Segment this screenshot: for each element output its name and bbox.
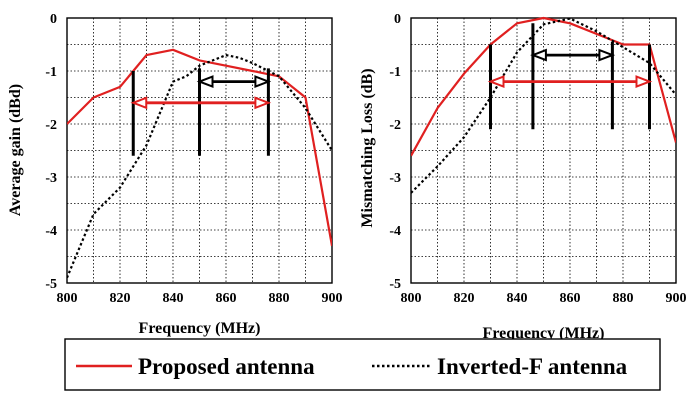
y-tick-label: -5 [45,277,57,292]
y-tick-label: -2 [45,118,57,133]
legend-label-proposed: Proposed antenna [138,354,315,379]
plot-frame [66,17,333,284]
y-tick-label: -4 [389,224,401,239]
y-tick-label: -2 [389,118,401,133]
mismatch-chart: 800 820 840 860 880 900 0 -1 -2 -3 -4 -5 Frequency (… [359,12,687,342]
arrow-head-left [196,75,214,89]
x-tick-label: 840 [163,291,184,306]
x-tick-label: 820 [110,291,131,306]
y-tick-label: -1 [389,65,401,80]
bandwidth-arrow-red [130,96,272,110]
y-tick-label: 0 [50,12,57,27]
bandwidth-arrow-black [530,48,616,62]
x-tick-label: 860 [216,291,237,306]
y-tick-label: -1 [45,65,57,80]
y-tick-label: -5 [389,277,401,292]
x-tick-label: 840 [507,291,528,306]
x-axis-label: Frequency (MHz) [483,325,605,342]
x-tick-label: 820 [454,291,475,306]
y-axis-label: Average gain (dBd) [7,84,24,216]
x-tick-label: 880 [613,291,634,306]
bandwidth-arrow-black [196,75,272,89]
arrow-head-right [254,75,272,89]
gain-chart: 800 820 840 860 880 900 0 -1 -2 -3 -4 -5 Frequency (… [7,12,343,337]
arrow-head-right [598,48,616,62]
legend: Proposed antenna Inverted-F antenna [64,338,661,391]
series-line-inverted-f-antenna [411,17,676,194]
x-tick-label: 860 [560,291,581,306]
y-axis-label: Mismatching Loss (dB) [359,68,376,227]
series-line-proposed-antenna [411,16,676,157]
y-tick-label: 0 [394,12,401,27]
arrow-head-left [487,75,505,89]
x-tick-label: 900 [322,291,343,306]
x-axis-label: Frequency (MHz) [139,320,261,337]
y-tick-label: -4 [45,224,57,239]
x-tick-label: 880 [269,291,290,306]
legend-box [64,338,661,391]
arrow-head-left [530,48,547,62]
legend-label-inverted-f: Inverted-F antenna [437,354,628,379]
y-tick-label: -3 [389,171,401,186]
x-tick-label: 900 [666,291,687,306]
x-tick-label: 800 [401,291,422,306]
y-tick-label: -3 [45,171,57,186]
arrow-head-right [635,75,653,89]
arrow-head-left [130,96,148,110]
x-tick-label: 800 [57,291,78,306]
arrow-head-right [254,96,272,110]
bandwidth-arrow-red [487,75,653,89]
